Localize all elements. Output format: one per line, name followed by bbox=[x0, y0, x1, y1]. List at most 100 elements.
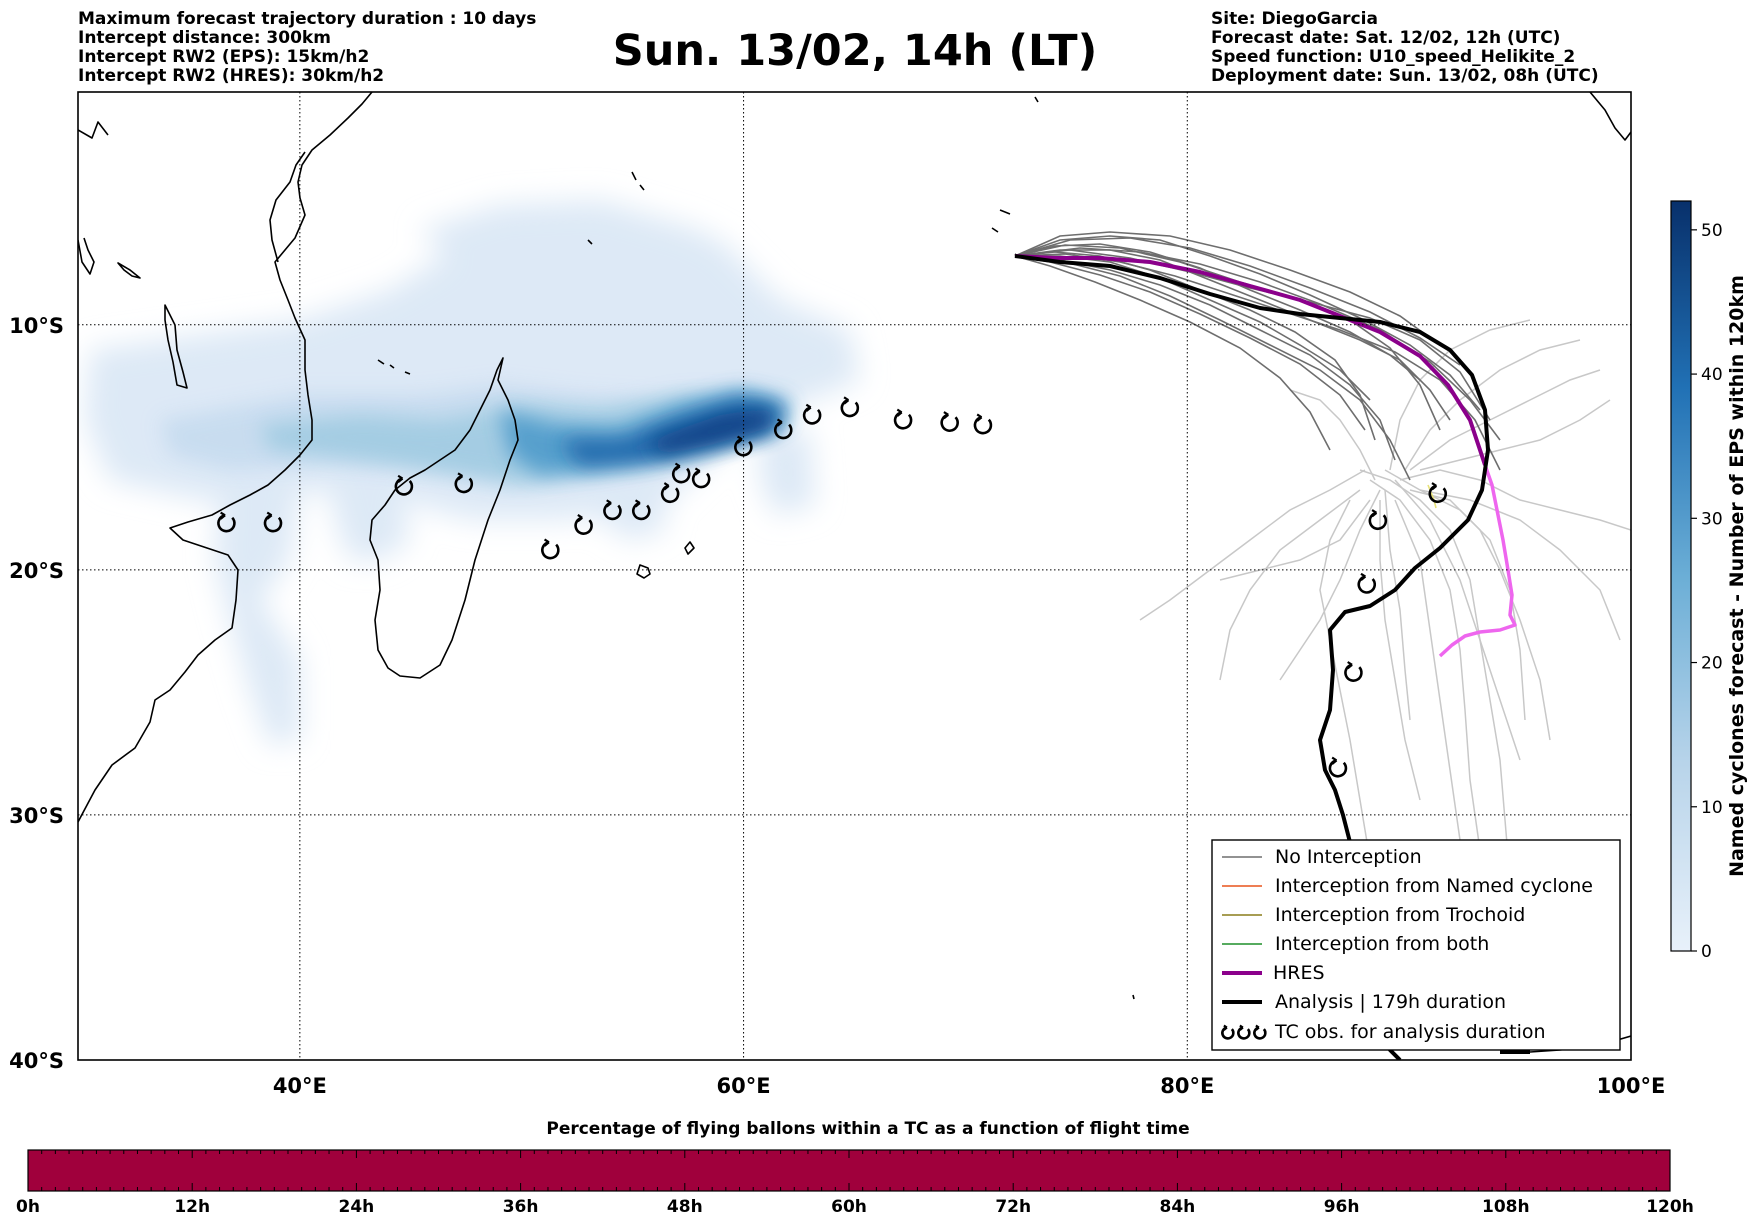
time-bar-title: Percentage of flying ballons within a TC… bbox=[546, 1119, 1189, 1139]
legend-item-tc-obs: TC obs. for analysis duration bbox=[1221, 1021, 1546, 1043]
tc-obs-marker bbox=[802, 403, 822, 425]
tc-obs-marker bbox=[1344, 661, 1363, 682]
time-bar-tick-label: 84h bbox=[1160, 1197, 1196, 1217]
lat-tick-label: 20°S bbox=[9, 559, 64, 583]
map-legend: No Interception Interception from Named … bbox=[1211, 839, 1621, 1051]
header-left-line-3: Intercept RW2 (EPS): 15km/h2 bbox=[78, 47, 369, 67]
tc-obs-tail bbox=[943, 411, 949, 420]
legend-label: No Interception bbox=[1275, 846, 1422, 868]
time-bar-tick-label: 0h bbox=[16, 1197, 40, 1217]
time-bar-tick-label: 120h bbox=[1646, 1197, 1694, 1217]
time-bar-tick-label: 108h bbox=[1482, 1197, 1530, 1217]
africa-coastline bbox=[78, 92, 373, 823]
map-axis-labels: 40°E 60°E 80°E 100°E 10°S 20°S 30°S 40°S bbox=[9, 314, 1665, 1098]
map-frame bbox=[77, 91, 1632, 1061]
tc-obs-marker bbox=[840, 396, 860, 418]
map-area: 40°E 60°E 80°E 100°E 10°S 20°S 30°S 40°S bbox=[9, 91, 1665, 1098]
analysis-track bbox=[1014, 254, 1490, 1060]
time-bar-tick-label: 24h bbox=[339, 1197, 375, 1217]
legend-box bbox=[1211, 839, 1621, 1051]
chagos-small-islands bbox=[1034, 96, 1135, 1000]
tc-obs-marker bbox=[660, 482, 680, 504]
comoros-islands bbox=[377, 359, 411, 375]
colorbar-tick-label: 30 bbox=[1701, 509, 1723, 529]
header-right-line-1: Site: DiegoGarcia bbox=[1211, 9, 1378, 29]
density-colorbar: 0 10 20 30 40 50 Named cyclones forecast - Nu… bbox=[1670, 200, 1748, 962]
colorbar-gradient bbox=[1670, 200, 1692, 952]
time-bar-ticks: 0h 12h 24h 36h 48h 60h 72h 84h 96h 108h 120h bbox=[16, 1150, 1694, 1217]
tc-obs-symbol-icon bbox=[1221, 1024, 1267, 1040]
colorbar-tick-label: 40 bbox=[1701, 365, 1723, 385]
legend-label: Analysis | 179h duration bbox=[1275, 991, 1506, 1013]
tc-obs-tail bbox=[577, 514, 583, 523]
tc-obs-tail bbox=[543, 538, 550, 547]
tc-obs-marker bbox=[394, 474, 414, 496]
time-bar-tick-label: 96h bbox=[1324, 1197, 1360, 1217]
tc-obs-marker bbox=[1357, 572, 1376, 594]
somalia-coast-a bbox=[269, 151, 306, 263]
header-left-line-2: Intercept distance: 300km bbox=[78, 28, 331, 48]
tc-obs-marker bbox=[1368, 509, 1388, 531]
tc-obs-tail bbox=[843, 396, 850, 405]
tc-obs-marker bbox=[691, 467, 711, 489]
time-bar-tick-label: 72h bbox=[995, 1197, 1031, 1217]
mauritius-island bbox=[684, 541, 695, 555]
tc-obs-tail bbox=[1255, 1024, 1260, 1031]
mozambique-channel-coast-a bbox=[78, 237, 95, 275]
tc-obs-marker bbox=[1237, 1024, 1251, 1040]
tc-obs-tail bbox=[896, 408, 903, 417]
tc-obs-tail bbox=[605, 499, 612, 508]
lake-malawi bbox=[164, 304, 188, 389]
tc-obs-tail bbox=[674, 462, 681, 471]
legend-item-named-cyclone: Interception from Named cyclone bbox=[1222, 875, 1593, 897]
legend-label: HRES bbox=[1273, 962, 1325, 984]
tc-obs-tail bbox=[1360, 572, 1367, 582]
tc-obs-marker bbox=[603, 499, 622, 521]
colorbar-ticks: 0 10 20 30 40 50 bbox=[1691, 221, 1723, 962]
tc-obs-marker bbox=[1221, 1024, 1235, 1040]
legend-label: Interception from Named cyclone bbox=[1275, 875, 1593, 897]
colorbar-tick-label: 20 bbox=[1701, 654, 1723, 674]
tc-obs-tail bbox=[776, 418, 783, 427]
tc-obs-tail bbox=[694, 467, 701, 476]
lat-tick-label: 40°S bbox=[9, 1049, 64, 1073]
legend-item-analysis: Analysis | 179h duration bbox=[1222, 991, 1506, 1013]
tc-obs-tail bbox=[805, 403, 812, 412]
lon-tick-label: 100°E bbox=[1597, 1074, 1666, 1098]
colorbar-tick-label: 50 bbox=[1701, 221, 1723, 241]
time-bar-tick-label: 48h bbox=[667, 1197, 703, 1217]
madagascar-coastline bbox=[369, 357, 519, 679]
legend-item-hres: HRES bbox=[1222, 962, 1325, 984]
cyclone-density-field bbox=[85, 200, 860, 745]
header-right-line-3: Speed function: U10_speed_Helikite_2 bbox=[1211, 47, 1575, 67]
seychelles-islands bbox=[587, 171, 645, 245]
map-gridlines bbox=[78, 92, 1631, 1060]
time-bar-tick-label: 12h bbox=[174, 1197, 210, 1217]
legend-item-trochoid: Interception from Trochoid bbox=[1222, 904, 1525, 926]
tc-obs-tail bbox=[266, 511, 273, 520]
header-left-line-4: Intercept RW2 (HRES): 30km/h2 bbox=[78, 66, 384, 86]
tc-obs-marker bbox=[734, 435, 753, 457]
lon-tick-label: 80°E bbox=[1160, 1074, 1214, 1098]
lon-tick-label: 40°E bbox=[273, 1074, 327, 1098]
indonesia-coast-fragment bbox=[1589, 92, 1631, 141]
tc-obs-tail bbox=[634, 499, 641, 508]
header-right-line-2: Forecast date: Sat. 12/02, 12h (UTC) bbox=[1211, 28, 1560, 48]
lake-tanganyika bbox=[117, 262, 141, 279]
tc-obs-marker bbox=[541, 538, 560, 560]
header-right-info: Site: DiegoGarcia Forecast date: Sat. 12… bbox=[1211, 9, 1599, 86]
tc-obs-tail bbox=[397, 474, 404, 484]
tc-obs-tail bbox=[1431, 482, 1438, 491]
tc-obs-marker bbox=[1428, 482, 1447, 504]
tc-observation-markers bbox=[217, 396, 1447, 778]
tc-obs-tail bbox=[663, 482, 670, 491]
header-right-line-4: Deployment date: Sun. 13/02, 08h (UTC) bbox=[1211, 66, 1599, 86]
page-title: Sun. 13/02, 14h (LT) bbox=[613, 26, 1098, 76]
lon-tick-label: 60°E bbox=[717, 1074, 771, 1098]
tc-obs-marker bbox=[1328, 756, 1348, 778]
header-left-info: Maximum forecast trajectory duration : 1… bbox=[78, 9, 536, 86]
arabia-coast-fragment bbox=[78, 121, 109, 139]
time-bar-tick-label: 36h bbox=[503, 1197, 539, 1217]
legend-label: TC obs. for analysis duration bbox=[1274, 1021, 1546, 1043]
